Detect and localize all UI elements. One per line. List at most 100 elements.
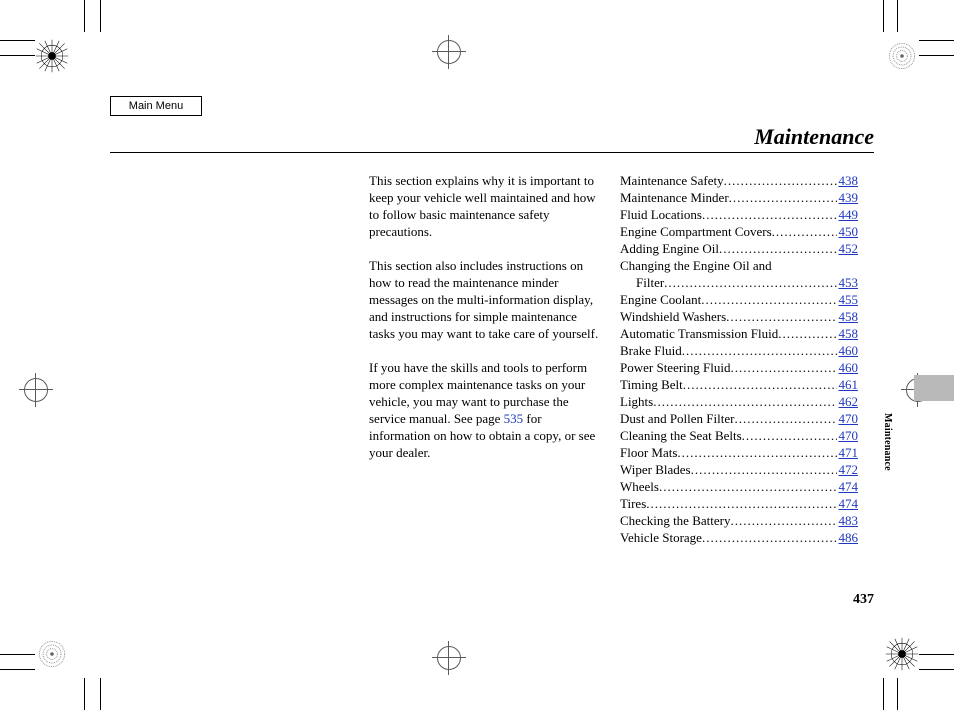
toc-entry: Maintenance Safety 438	[620, 172, 858, 189]
toc-leader-dots	[734, 410, 836, 427]
toc-label: Brake Fluid	[620, 342, 682, 359]
toc-page-link[interactable]: 483	[837, 512, 859, 529]
toc-leader-dots	[742, 427, 837, 444]
toc-entry: Power Steering Fluid 460	[620, 359, 858, 376]
toc-entry: Wheels 474	[620, 478, 858, 495]
page-number: 437	[853, 592, 874, 608]
toc-label: Maintenance Safety	[620, 172, 724, 189]
toc-label: Maintenance Minder	[620, 189, 729, 206]
toc-page-link[interactable]: 438	[837, 172, 859, 189]
toc-label: Changing the Engine Oil and	[620, 258, 772, 273]
toc-leader-dots	[719, 240, 837, 257]
toc-page-link[interactable]: 470	[837, 410, 859, 427]
toc-entry: Windshield Washers 458	[620, 308, 858, 325]
toc-entry: Cleaning the Seat Belts 470	[620, 427, 858, 444]
toc-label: Vehicle Storage	[620, 529, 702, 546]
toc-leader-dots	[677, 444, 836, 461]
toc-leader-dots	[730, 512, 836, 529]
toc-entry: Changing the Engine Oil and	[620, 257, 858, 274]
toc-leader-dots	[729, 189, 837, 206]
toc-leader-dots	[653, 393, 836, 410]
toc-leader-dots	[701, 291, 836, 308]
toc-label: Dust and Pollen Filter	[620, 410, 734, 427]
toc-page-link[interactable]: 452	[837, 240, 859, 257]
toc-leader-dots	[702, 529, 837, 546]
toc-page-link[interactable]: 471	[837, 444, 859, 461]
toc-label: Wheels	[620, 478, 659, 495]
toc-label: Lights	[620, 393, 653, 410]
toc-label: Automatic Transmission Fluid	[620, 325, 778, 342]
toc-entry: Brake Fluid 460	[620, 342, 858, 359]
halftone-mark-tr	[884, 38, 920, 74]
toc-page-link[interactable]: 450	[837, 223, 859, 240]
toc-page-link[interactable]: 449	[837, 206, 859, 223]
toc-entry: Adding Engine Oil 452	[620, 240, 858, 257]
toc-entry: Timing Belt 461	[620, 376, 858, 393]
toc-page-link[interactable]: 439	[837, 189, 859, 206]
toc-page-link[interactable]: 461	[837, 376, 859, 393]
toc-label: Floor Mats	[620, 444, 677, 461]
toc-label: Fluid Locations	[620, 206, 702, 223]
section-tab	[914, 375, 954, 401]
page-title: Maintenance	[754, 124, 874, 150]
toc-label: Checking the Battery	[620, 512, 730, 529]
toc-page-link[interactable]: 460	[837, 342, 859, 359]
registration-mark-top	[437, 40, 461, 64]
toc-page-link[interactable]: 462	[837, 393, 859, 410]
toc-page-link[interactable]: 474	[837, 495, 859, 512]
intro-p3-a: If you have the skills and tools to perf…	[369, 360, 587, 426]
toc-page-link[interactable]: 474	[837, 478, 859, 495]
table-of-contents: Maintenance Safety 438 Maintenance Minder 4…	[620, 172, 858, 546]
crop-mark-br	[874, 630, 954, 710]
main-menu-button[interactable]: Main Menu	[110, 96, 202, 116]
toc-label: Timing Belt	[620, 376, 683, 393]
toc-entry: Vehicle Storage 486	[620, 529, 858, 546]
toc-leader-dots	[731, 359, 837, 376]
halftone-mark-bl	[34, 636, 70, 672]
registration-mark-left	[24, 378, 48, 402]
toc-leader-dots	[683, 376, 837, 393]
toc-entry: Engine Compartment Covers 450	[620, 223, 858, 240]
crop-mark-tl	[0, 0, 110, 80]
toc-entry: Engine Coolant 455	[620, 291, 858, 308]
crop-mark-bl	[0, 630, 110, 710]
toc-leader-dots	[726, 308, 836, 325]
toc-page-link[interactable]: 458	[837, 308, 859, 325]
toc-entry: Filter453	[620, 274, 858, 291]
toc-entry: Lights 462	[620, 393, 858, 410]
toc-entry: Fluid Locations 449	[620, 206, 858, 223]
intro-text: This section explains why it is importan…	[369, 172, 601, 478]
toc-label: Power Steering Fluid	[620, 359, 731, 376]
toc-page-link[interactable]: 472	[837, 461, 859, 478]
toc-page-link[interactable]: 470	[837, 427, 859, 444]
toc-entry: Automatic Transmission Fluid 458	[620, 325, 858, 342]
toc-label: Engine Compartment Covers	[620, 223, 772, 240]
toc-page-link[interactable]: 453	[837, 274, 859, 291]
toc-entry: Wiper Blades472	[620, 461, 858, 478]
registration-mark-bottom	[437, 646, 461, 670]
toc-leader-dots	[682, 342, 837, 359]
toc-entry: Checking the Battery 483	[620, 512, 858, 529]
crop-mark-tr	[874, 0, 954, 80]
toc-label: Engine Coolant	[620, 291, 701, 308]
toc-entry: Maintenance Minder 439	[620, 189, 858, 206]
toc-label: Windshield Washers	[620, 308, 726, 325]
toc-entry: Dust and Pollen Filter 470	[620, 410, 858, 427]
toc-leader-dots	[702, 206, 837, 223]
toc-leader-dots	[664, 274, 836, 291]
toc-leader-dots	[659, 478, 837, 495]
toc-label: Tires	[620, 495, 646, 512]
toc-leader-dots	[646, 495, 836, 512]
toc-page-link[interactable]: 486	[837, 529, 859, 546]
radial-mark-tl	[34, 38, 70, 74]
toc-page-link[interactable]: 458	[837, 325, 859, 342]
toc-label: Adding Engine Oil	[620, 240, 719, 257]
page-ref-link[interactable]: 535	[504, 411, 524, 426]
toc-entry: Floor Mats 471	[620, 444, 858, 461]
intro-paragraph-3: If you have the skills and tools to perf…	[369, 359, 601, 461]
toc-label: Cleaning the Seat Belts	[620, 427, 742, 444]
side-section-label: Maintenance	[882, 413, 893, 471]
toc-page-link[interactable]: 460	[837, 359, 859, 376]
toc-page-link[interactable]: 455	[837, 291, 859, 308]
intro-paragraph-2: This section also includes instructions …	[369, 257, 601, 342]
